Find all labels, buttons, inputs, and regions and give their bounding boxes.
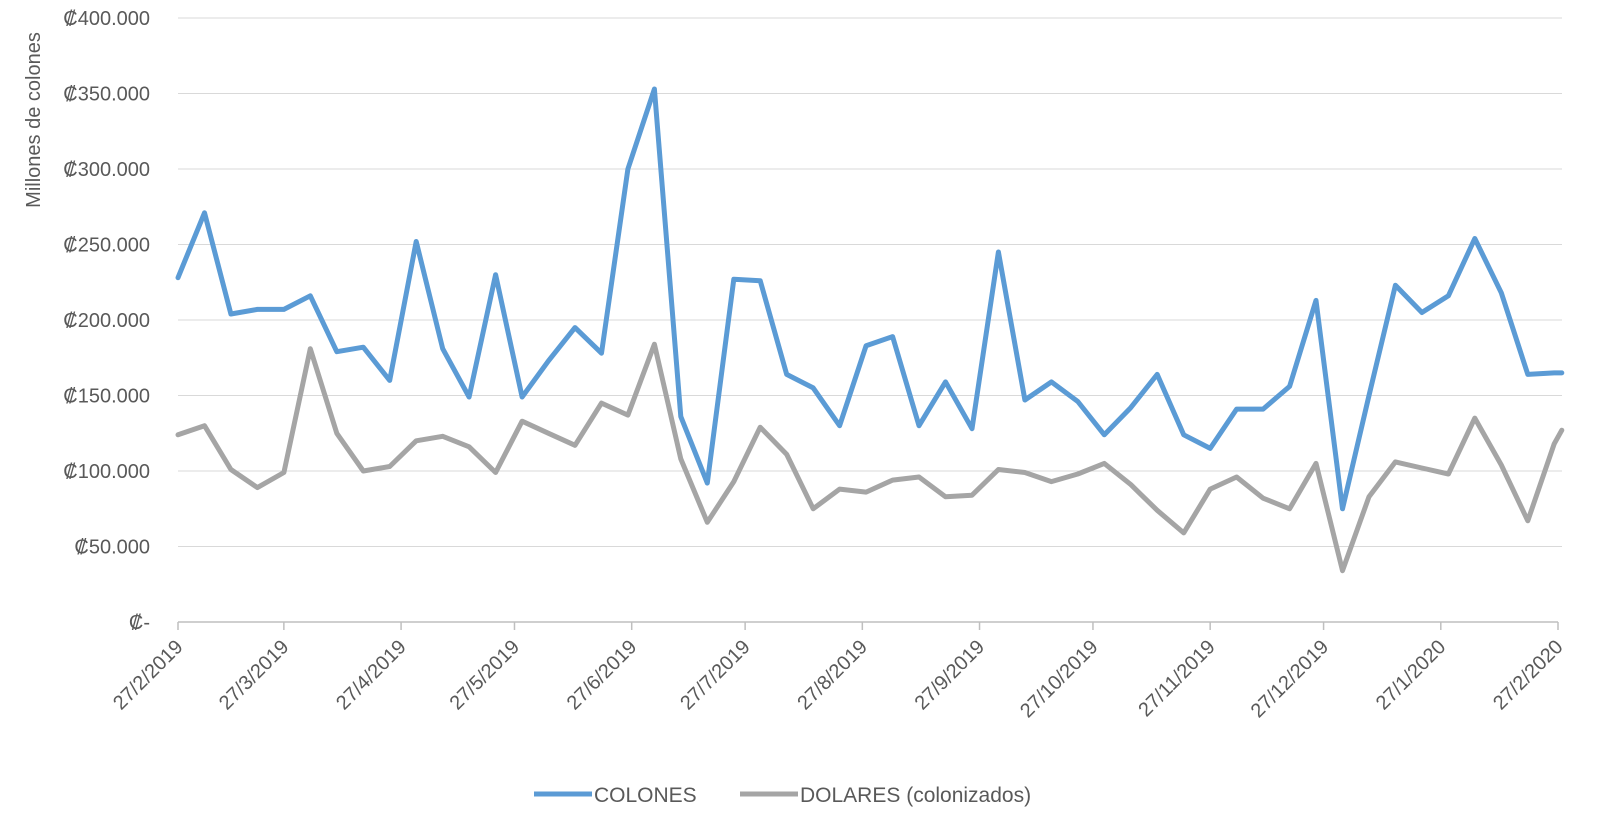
y-tick-label: ₡400.000 — [63, 8, 150, 30]
y-tick-label: ₡50.000 — [74, 537, 150, 559]
x-tick-label: 27/7/2019 — [676, 636, 754, 714]
series-lines — [175, 86, 1565, 574]
legend: COLONES DOLARES (colonizados) — [534, 784, 1031, 807]
x-tick-label: 27/10/2019 — [1016, 636, 1102, 722]
x-axis-tick-labels: 27/2/2019 27/3/2019 27/4/2019 27/5/2019 27/6… — [109, 636, 1567, 722]
y-tick-label: ₡300.000 — [63, 159, 150, 181]
x-axis — [177, 621, 1559, 630]
x-tick-label: 27/8/2019 — [793, 636, 871, 714]
x-tick-label: 27/12/2019 — [1247, 636, 1333, 722]
legend-label: COLONES — [594, 784, 697, 807]
x-tick-label: 27/6/2019 — [563, 636, 641, 714]
y-axis-title: Millones de colones — [23, 32, 45, 208]
gridlines — [178, 17, 1562, 547]
y-tick-label: ₡250.000 — [63, 235, 150, 257]
x-tick-label: 27/5/2019 — [446, 636, 524, 714]
x-tick-label: 27/3/2019 — [215, 636, 293, 714]
x-tick-label: 27/11/2019 — [1134, 636, 1219, 721]
y-tick-label: ₡- — [129, 612, 150, 634]
y-tick-label: ₡350.000 — [63, 84, 150, 106]
x-tick-label: 27/2/2019 — [109, 636, 187, 714]
y-tick-label: ₡150.000 — [63, 386, 150, 408]
legend-label: DOLARES (colonizados) — [800, 784, 1031, 807]
x-tick-label: 27/9/2019 — [911, 636, 989, 714]
x-tick-label: 27/2/2020 — [1489, 636, 1567, 714]
y-tick-label: ₡100.000 — [63, 461, 150, 483]
y-axis-tick-labels: ₡- ₡50.000 ₡100.000 ₡150.000 ₡200.000 ₡250.00… — [63, 8, 150, 634]
y-tick-label: ₡200.000 — [63, 310, 150, 332]
series-line-colones — [175, 86, 1565, 512]
x-tick-label: 27/1/2020 — [1372, 636, 1450, 714]
series-line-dolares-colonizados — [175, 341, 1565, 574]
x-tick-label: 27/4/2019 — [332, 636, 410, 714]
